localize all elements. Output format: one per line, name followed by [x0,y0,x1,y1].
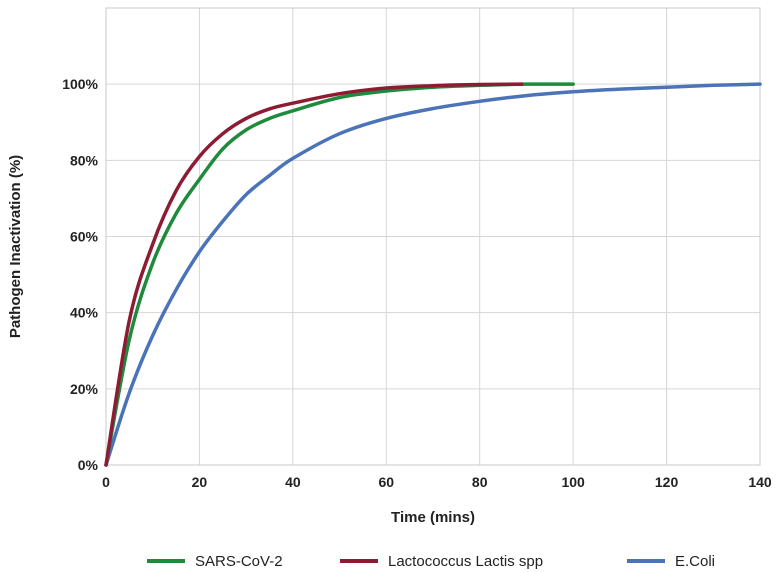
y-tick-label: 80% [70,152,99,168]
legend-label: SARS-CoV-2 [195,553,283,570]
y-axis-ticks: 0% 20% 40% 60% 80% 100% [62,76,98,473]
legend-label: E.Coli [675,553,715,570]
x-tick-label: 100 [561,474,585,490]
y-tick-label: 40% [70,305,99,321]
series-line-e-coli [104,82,762,467]
legend-item: E.Coli [627,553,715,570]
legend-label: Lactococcus Lactis spp [388,553,543,570]
x-tick-label: 60 [378,474,394,490]
y-tick-label: 0% [78,457,99,473]
series-lines [104,82,762,467]
y-tick-label: 20% [70,381,99,397]
y-tick-label: 60% [70,229,99,245]
series-line-sars-cov-2 [104,82,575,467]
x-tick-label: 0 [102,474,110,490]
y-tick-label: 100% [62,76,98,92]
x-tick-label: 120 [655,474,679,490]
legend-item: Lactococcus Lactis spp [340,553,543,570]
x-tick-label: 20 [192,474,208,490]
plot-area-border [105,7,761,466]
x-tick-label: 80 [472,474,488,490]
x-axis-ticks: 0 20 40 60 80 100 120 140 [102,474,772,490]
legend-item: SARS-CoV-2 [147,553,283,570]
y-axis-title: Pathogen Inactivation (%) [7,155,24,338]
grid-lines [105,7,761,466]
x-tick-label: 140 [748,474,772,490]
series-line-lactococcus-lactis-spp [104,82,524,467]
x-tick-label: 40 [285,474,301,490]
x-axis-title: Time (mins) [391,509,475,526]
legend: SARS-CoV-2 Lactococcus Lactis spp E.Coli [147,553,715,570]
